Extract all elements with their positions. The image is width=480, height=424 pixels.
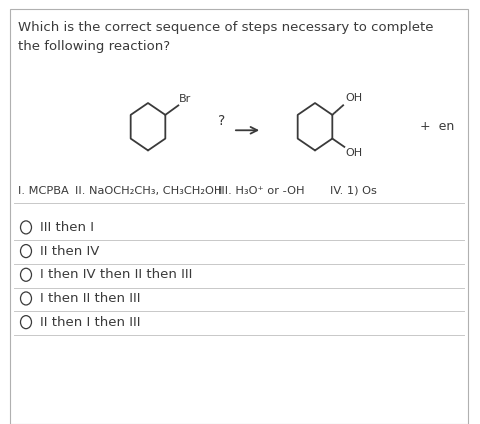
Text: I then II then III: I then II then III	[40, 292, 141, 305]
Text: II then I then III: II then I then III	[40, 315, 141, 329]
Text: Br: Br	[180, 94, 192, 104]
Text: I. MCPBA: I. MCPBA	[18, 186, 69, 196]
Text: II. NaOCH₂CH₃, CH₃CH₂OH: II. NaOCH₂CH₃, CH₃CH₂OH	[75, 186, 223, 196]
Text: Which is the correct sequence of steps necessary to complete: Which is the correct sequence of steps n…	[18, 21, 433, 34]
Text: II then IV: II then IV	[40, 245, 99, 258]
Text: III. H₃O⁺ or -OH: III. H₃O⁺ or -OH	[218, 186, 305, 196]
Text: OH: OH	[345, 93, 362, 103]
Text: OH: OH	[345, 148, 362, 158]
Text: +  en: + en	[420, 120, 454, 133]
Text: I then IV then II then III: I then IV then II then III	[40, 268, 192, 281]
Text: IV. 1) Os: IV. 1) Os	[330, 186, 377, 196]
Text: III then I: III then I	[40, 221, 94, 234]
Text: the following reaction?: the following reaction?	[18, 40, 170, 53]
FancyBboxPatch shape	[10, 9, 468, 424]
Text: ?: ?	[218, 114, 226, 128]
